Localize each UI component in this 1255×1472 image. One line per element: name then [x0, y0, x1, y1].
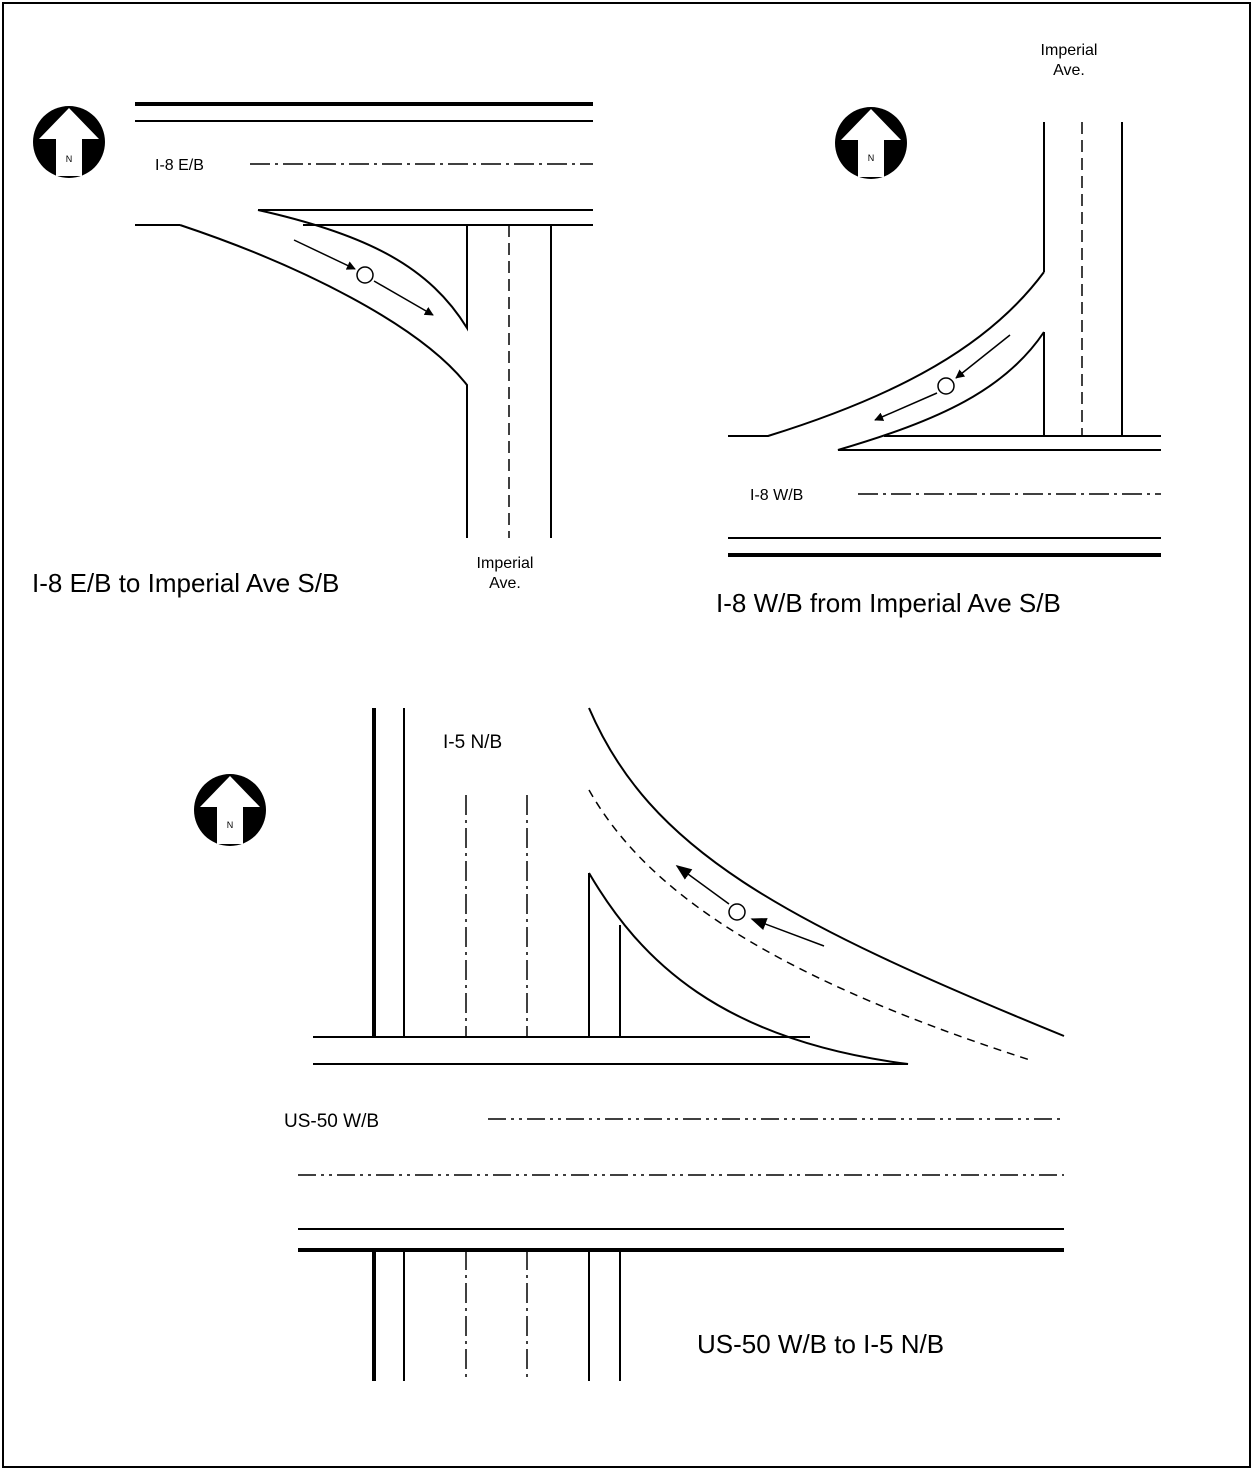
- north-arrow-icon: N: [33, 106, 105, 178]
- north-arrow-icon: N: [835, 107, 907, 179]
- panel-title: US-50 W/B to I-5 N/B: [697, 1329, 944, 1359]
- road-label-us50-wb: US-50 W/B: [284, 1111, 379, 1132]
- off-ramp-inner: [257, 209, 468, 332]
- road-label-imperial-line2: Ave.: [489, 575, 521, 592]
- panel-title: I-8 W/B from Imperial Ave S/B: [716, 588, 1061, 618]
- off-ramp-outer: [179, 224, 468, 538]
- road-label-imperial-line1: Imperial: [477, 555, 534, 572]
- north-label: N: [868, 153, 875, 163]
- flow-arrow-icon: [955, 334, 1011, 379]
- connector-lane-line: [588, 789, 1031, 1061]
- panel-i8-eb-to-imperial: N I-8 E/B Imperial Ave. I-8 E/B to Imper…: [32, 102, 593, 598]
- panel-title: I-8 E/B to Imperial Ave S/B: [32, 568, 339, 598]
- road-label-i8-wb: I-8 W/B: [750, 487, 803, 504]
- flow-arrow-icon: [293, 239, 356, 270]
- road-label-imperial-line1: Imperial: [1041, 42, 1098, 59]
- road-label-imperial-line2: Ave.: [1053, 62, 1085, 79]
- panel-i8-wb-from-imperial: N Imperial Ave. I-8 W/B I-8 W/B from Imp…: [716, 42, 1161, 618]
- connector-outer: [588, 707, 1065, 1037]
- on-ramp-outer: [728, 271, 1045, 437]
- connector-inner: [313, 872, 909, 1065]
- north-arrow-icon: N: [194, 774, 266, 846]
- flow-arrow-icon: [373, 280, 434, 316]
- on-ramp-inner: [837, 331, 1161, 451]
- detector-circle-icon: [728, 903, 746, 921]
- flow-arrow-icon: [675, 865, 730, 905]
- detector-circle-icon: [937, 377, 955, 395]
- north-label: N: [66, 154, 73, 164]
- flow-arrow-icon: [750, 918, 825, 947]
- panel-us50-wb-to-i5-nb: N I-5 N/B US-50 W/B US-50 W: [194, 707, 1065, 1381]
- north-label: N: [227, 820, 234, 830]
- road-label-i8-eb: I-8 E/B: [155, 157, 204, 174]
- flow-arrow-icon: [874, 392, 938, 421]
- detector-circle-icon: [356, 266, 374, 284]
- road-label-i5-nb: I-5 N/B: [443, 732, 502, 753]
